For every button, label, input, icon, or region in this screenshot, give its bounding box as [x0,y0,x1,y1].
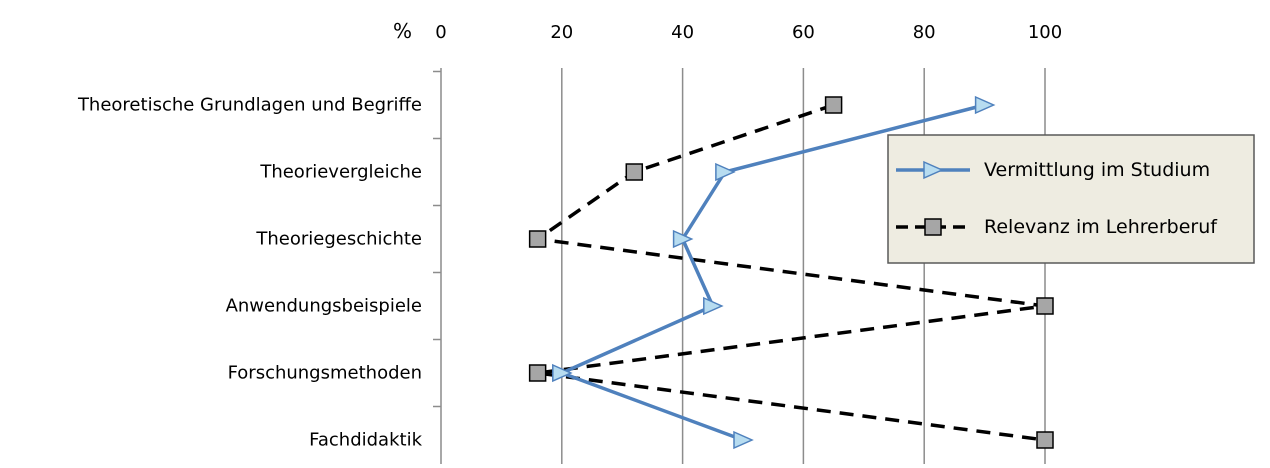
category-label: Forschungsmethoden [228,363,422,384]
x-tick-label-80: 80 [913,22,936,43]
series-2-line [535,103,1047,442]
series-1-point-5 [552,363,573,383]
series-2-point-4 [1036,297,1054,315]
series-1-point-6 [733,430,754,450]
x-tick-label-0: 0 [435,22,446,43]
legend-label-2: Relevanz im Lehrerberuf [984,216,1218,238]
series-2-point-3 [528,230,547,248]
category-label: Theoretische Grundlagen und Begriffe [77,95,422,116]
series-1-point-3 [672,229,694,249]
series-layer [528,95,1054,450]
series-1-point-4 [703,296,724,316]
series-2-point-5 [528,364,547,382]
series-2-point-1 [824,96,843,114]
category-label: Fachdidaktik [309,430,422,451]
legend: Vermittlung im Studium Relevanz im Lehrer… [887,134,1255,264]
category-label: Theoriegeschichte [255,229,422,250]
x-tick-label-40: 40 [671,22,694,43]
category-label: Theorievergleiche [259,162,422,183]
series-2-point-6 [1036,431,1054,449]
series-2 [528,96,1054,449]
legend-marker-1 [923,160,944,180]
x-tick-label-100: 100 [1028,22,1062,43]
x-unit-label: % [393,19,412,43]
axes: 0 20 40 60 80 100% Theoretische Grundlagen und… [77,19,1062,464]
x-tick-label-20: 20 [550,22,573,43]
gridlines [561,68,1046,464]
series-2-point-2 [625,163,644,181]
category-label: Anwendungsbeispiele [226,296,422,317]
legend-label-1: Vermittlung im Studium [984,159,1210,181]
series-1-point-1 [974,95,996,115]
series-1-point-2 [715,162,736,182]
series-1-line [560,103,986,442]
legend-marker-2 [924,218,942,236]
series-1 [552,95,996,450]
legend-box [887,134,1255,264]
x-tick-label-60: 60 [792,22,815,43]
